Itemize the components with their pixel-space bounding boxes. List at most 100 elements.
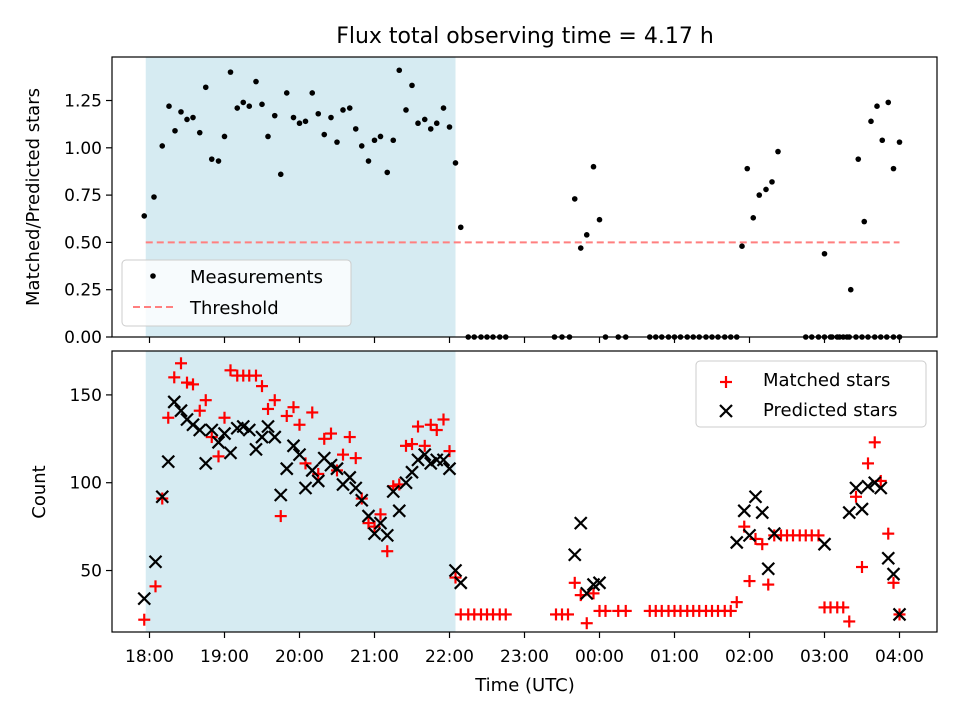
predicted-star-stroke-b [311, 474, 326, 488]
matched-star-point [406, 438, 418, 451]
matched-star-point [568, 576, 581, 589]
legend-predicted-marker [719, 404, 733, 418]
predicted-star-stroke-b [255, 430, 269, 444]
predicted-star-point [292, 447, 307, 462]
measurement-point [253, 78, 259, 85]
predicted-star-point [767, 526, 782, 541]
matched-star-point [730, 596, 743, 609]
measurement-point [855, 156, 862, 162]
predicted-star-point [273, 488, 288, 502]
predicted-star-point [573, 516, 588, 530]
matched-star-point [430, 424, 443, 437]
measurement-point [596, 216, 603, 223]
predicted-star-point [567, 547, 582, 562]
matched-star-point [437, 413, 450, 426]
x-tick-label: 23:00 [500, 647, 549, 667]
predicted-star-point [148, 554, 163, 569]
measurement-point [215, 158, 222, 164]
bottom-panel: 50 100 150 18:00 19:00 20:00 21:00 22:00 23:00 0… [29, 350, 938, 696]
measurement-point [577, 245, 584, 251]
predicted-star-stroke-b [842, 505, 857, 520]
predicted-star-point [367, 526, 382, 541]
predicted-star-stroke-b [453, 576, 468, 590]
measurement-point [861, 218, 868, 225]
predicted-star-point [453, 576, 468, 590]
predicted-star-stroke-b [155, 489, 170, 504]
predicted-star-stroke-b [249, 442, 263, 457]
matched-star-point [887, 576, 900, 589]
measurement-point [756, 192, 763, 198]
predicted-star-stroke-b [305, 463, 320, 478]
predicted-star-point [155, 489, 170, 504]
predicted-star-stroke-b [298, 481, 313, 495]
measurement-point [885, 99, 892, 106]
measurement-point [265, 133, 271, 140]
predicted-star-point [886, 567, 901, 581]
matched-star-point [181, 376, 193, 389]
predicted-star-stroke-b [817, 537, 832, 551]
predicted-star-point [279, 461, 294, 476]
predicted-star-stroke-b [886, 567, 901, 581]
measurement-point [358, 143, 365, 149]
x-tick-label: 01:00 [650, 647, 699, 667]
measurement-point [227, 69, 234, 75]
predicted-star-point [380, 528, 395, 543]
predicted-star-stroke-b [579, 586, 594, 601]
measurement-point [821, 250, 828, 257]
matched-star-point [199, 394, 212, 407]
measurement-point [446, 124, 453, 130]
chart-title: Flux total observing time = 4.17 h [336, 24, 714, 49]
predicted-star-point [311, 474, 326, 488]
predicted-star-point [592, 576, 607, 590]
measurement-point [440, 105, 447, 111]
predicted-star-point [204, 423, 219, 437]
predicted-star-point [442, 461, 457, 476]
predicted-star-stroke-b [317, 451, 332, 465]
predicted-star-point [137, 591, 152, 606]
predicted-star-stroke-b [573, 516, 588, 530]
predicted-star-stroke-b [767, 526, 782, 541]
matched-star-point [280, 409, 293, 422]
predicted-star-point [849, 481, 863, 495]
predicted-star-stroke-b [242, 423, 257, 437]
measurement-point [433, 120, 440, 127]
predicted-star-point [892, 607, 907, 622]
matched-star-point [149, 580, 162, 593]
predicted-star-stroke-b [380, 528, 395, 543]
measurement-point [321, 131, 328, 138]
predicted-star-stroke-b [742, 528, 757, 543]
top-y-tick-label: 0.50 [64, 233, 102, 253]
measurement-point [775, 148, 781, 155]
measurement-point [141, 213, 148, 219]
measurement-point [190, 114, 196, 121]
predicted-star-point [198, 456, 213, 471]
measurement-point [172, 127, 178, 134]
measurement-point [384, 169, 391, 176]
predicted-star-point [161, 454, 176, 469]
predicted-star-point [399, 475, 413, 490]
measurement-point [763, 186, 769, 193]
matched-star-point [175, 357, 187, 370]
predicted-star-stroke-b [286, 439, 301, 453]
measurement-point [750, 215, 757, 221]
predicted-star-stroke-b [748, 489, 763, 504]
predicted-star-stroke-b [855, 502, 869, 516]
predicted-star-stroke-b [737, 504, 752, 518]
bottom-legend: Matched stars Predicted stars [695, 360, 927, 428]
predicted-star-point [817, 537, 832, 551]
predicted-star-stroke-b [261, 419, 275, 434]
predicted-star-stroke-b [386, 484, 401, 499]
predicted-star-point [861, 479, 875, 494]
predicted-star-point [842, 505, 857, 520]
measurement-point [340, 107, 346, 113]
x-tick-label: 20:00 [275, 647, 324, 667]
measurement-point [259, 101, 265, 108]
measurement-point [365, 158, 372, 164]
measurement-point [271, 112, 278, 119]
matched-star-point [162, 411, 175, 424]
top-y-tick-label: 1.25 [64, 92, 102, 112]
matched-star-point [381, 545, 394, 558]
bottom-legend-box [695, 360, 927, 428]
predicted-star-stroke-b [324, 458, 338, 472]
predicted-star-stroke-b [729, 535, 744, 550]
